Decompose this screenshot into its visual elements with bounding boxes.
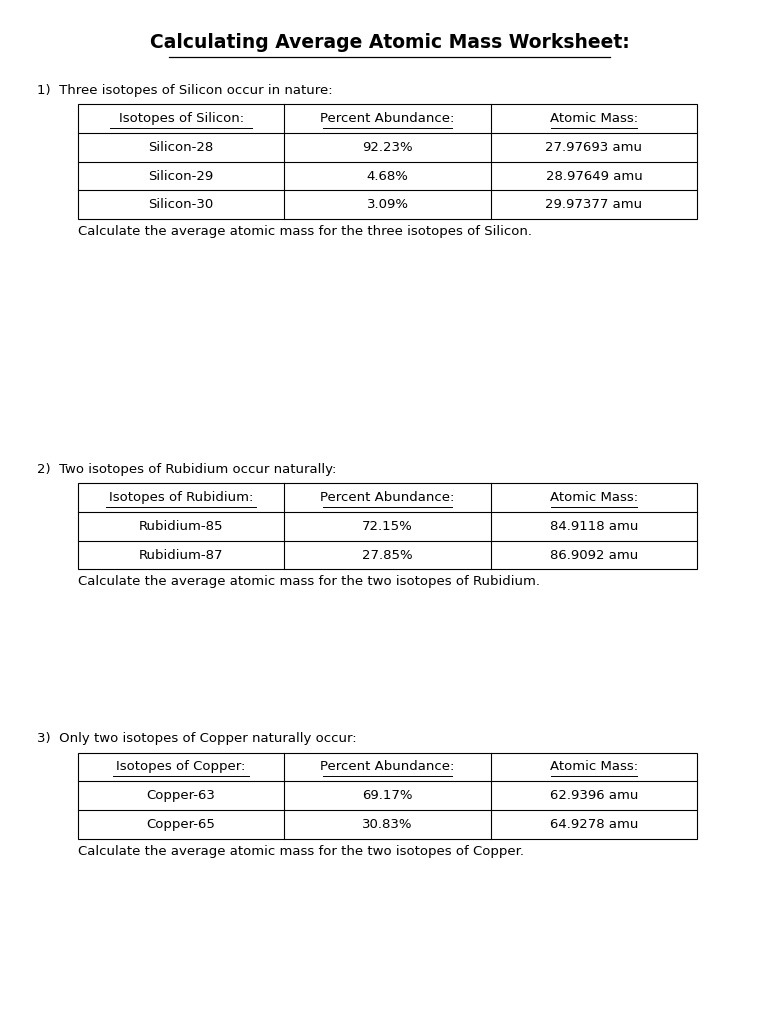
Text: Copper-63: Copper-63 bbox=[146, 790, 216, 802]
Text: 29.97377 amu: 29.97377 amu bbox=[545, 199, 643, 211]
Text: 3.09%: 3.09% bbox=[367, 199, 408, 211]
Text: 64.9278 amu: 64.9278 amu bbox=[550, 818, 638, 830]
Text: Copper-65: Copper-65 bbox=[146, 818, 216, 830]
Text: 84.9118 amu: 84.9118 amu bbox=[550, 520, 638, 532]
Text: Atomic Mass:: Atomic Mass: bbox=[550, 113, 638, 125]
Text: Rubidium-85: Rubidium-85 bbox=[139, 520, 224, 532]
Text: 4.68%: 4.68% bbox=[367, 170, 408, 182]
Text: Atomic Mass:: Atomic Mass: bbox=[550, 492, 638, 504]
Text: Percent Abundance:: Percent Abundance: bbox=[320, 113, 455, 125]
Text: Percent Abundance:: Percent Abundance: bbox=[320, 492, 455, 504]
Text: Isotopes of Copper:: Isotopes of Copper: bbox=[116, 761, 246, 773]
Text: Silicon-29: Silicon-29 bbox=[149, 170, 213, 182]
Bar bbox=[78, 753, 697, 839]
Text: 27.97693 amu: 27.97693 amu bbox=[545, 141, 643, 154]
Text: 1)  Three isotopes of Silicon occur in nature:: 1) Three isotopes of Silicon occur in na… bbox=[37, 84, 333, 97]
Text: Isotopes of Rubidium:: Isotopes of Rubidium: bbox=[109, 492, 253, 504]
Text: 62.9396 amu: 62.9396 amu bbox=[550, 790, 638, 802]
Text: 27.85%: 27.85% bbox=[362, 549, 413, 561]
Bar bbox=[78, 104, 697, 219]
Text: 92.23%: 92.23% bbox=[362, 141, 413, 154]
Text: Atomic Mass:: Atomic Mass: bbox=[550, 761, 638, 773]
Text: 28.97649 amu: 28.97649 amu bbox=[545, 170, 643, 182]
Text: 3)  Only two isotopes of Copper naturally occur:: 3) Only two isotopes of Copper naturally… bbox=[37, 732, 357, 745]
Text: 30.83%: 30.83% bbox=[362, 818, 413, 830]
Bar bbox=[78, 483, 697, 569]
Text: Silicon-28: Silicon-28 bbox=[149, 141, 213, 154]
Text: 72.15%: 72.15% bbox=[362, 520, 413, 532]
Text: Isotopes of Silicon:: Isotopes of Silicon: bbox=[118, 113, 244, 125]
Text: Calculate the average atomic mass for the two isotopes of Rubidium.: Calculate the average atomic mass for th… bbox=[78, 575, 540, 589]
Text: Percent Abundance:: Percent Abundance: bbox=[320, 761, 455, 773]
Text: Calculating Average Atomic Mass Worksheet:: Calculating Average Atomic Mass Workshee… bbox=[150, 33, 629, 52]
Text: Calculate the average atomic mass for the two isotopes of Copper.: Calculate the average atomic mass for th… bbox=[78, 845, 524, 858]
Text: Silicon-30: Silicon-30 bbox=[149, 199, 213, 211]
Text: Rubidium-87: Rubidium-87 bbox=[139, 549, 224, 561]
Text: 86.9092 amu: 86.9092 amu bbox=[550, 549, 638, 561]
Text: 2)  Two isotopes of Rubidium occur naturally:: 2) Two isotopes of Rubidium occur natura… bbox=[37, 463, 337, 476]
Text: Calculate the average atomic mass for the three isotopes of Silicon.: Calculate the average atomic mass for th… bbox=[78, 225, 532, 239]
Text: 69.17%: 69.17% bbox=[362, 790, 413, 802]
